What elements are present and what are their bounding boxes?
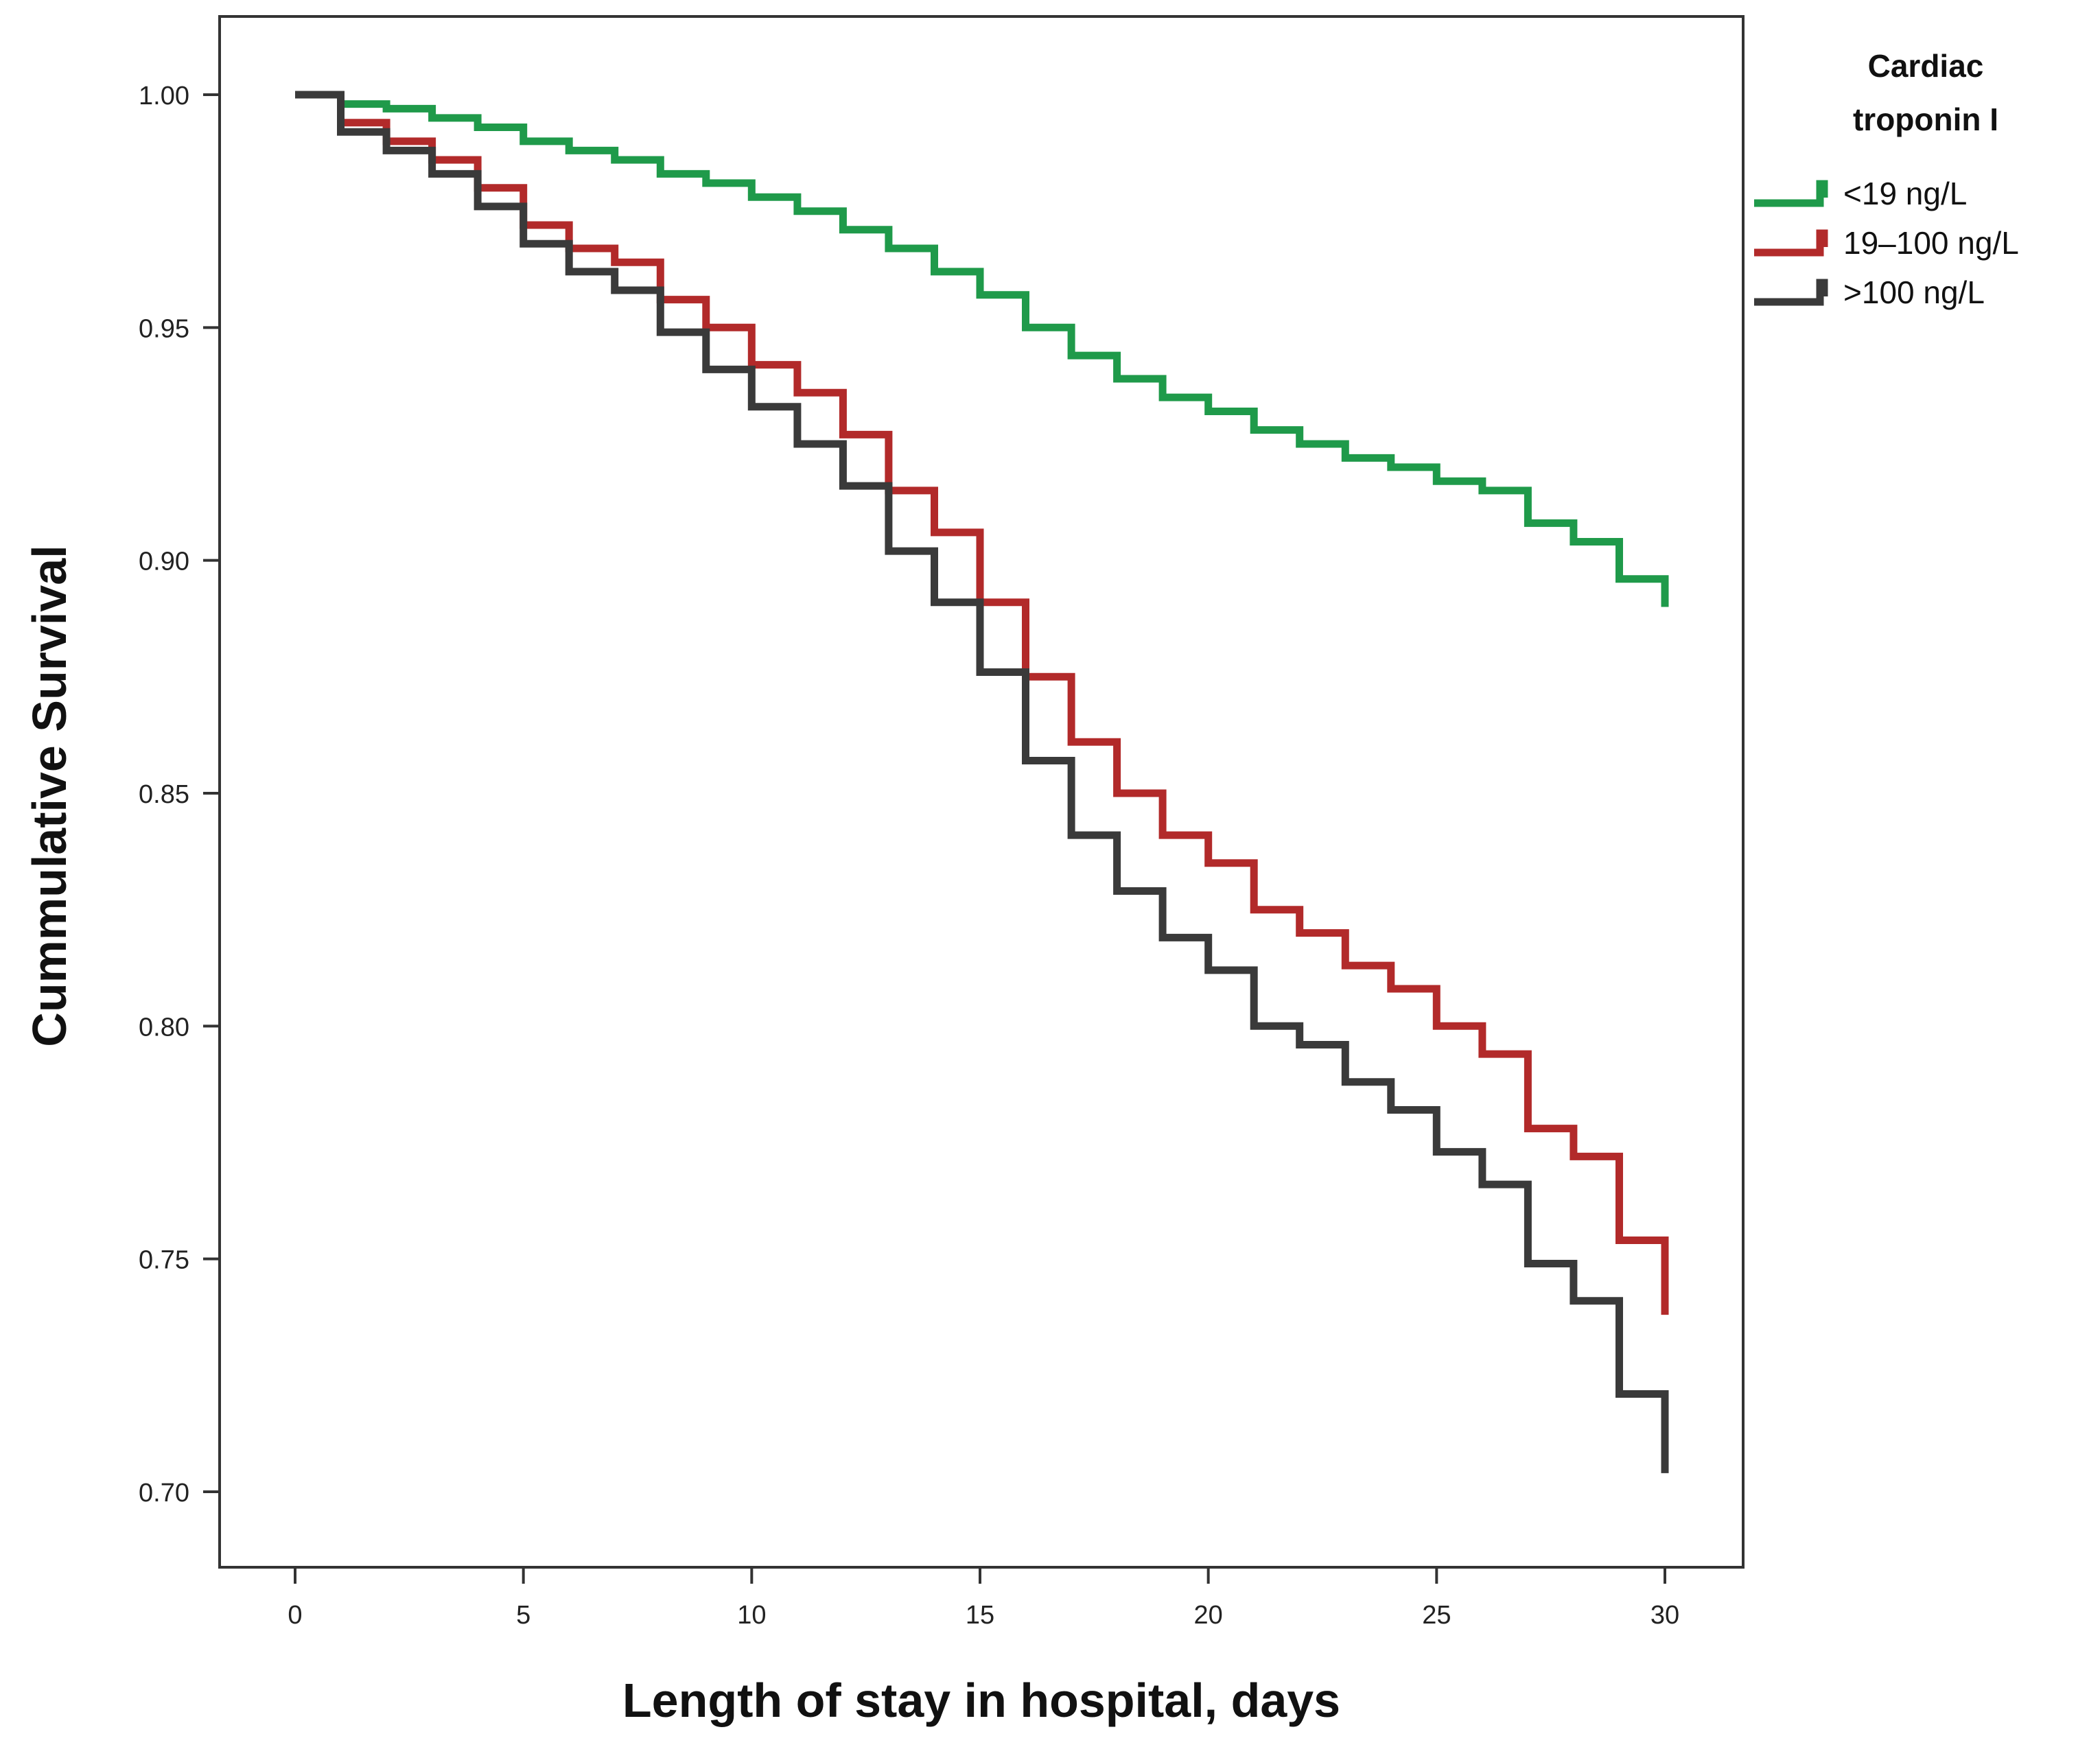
x-tick-label: 5 xyxy=(516,1601,530,1630)
plot-frame xyxy=(218,15,1745,1569)
x-tick-label: 10 xyxy=(737,1601,766,1630)
legend-title-line-1: Cardiac xyxy=(1868,48,1984,84)
y-tick-label: 0.75 xyxy=(139,1246,189,1275)
y-axis-title: Cummulative Survival xyxy=(23,545,76,1046)
series-layer xyxy=(295,91,1669,1473)
x-tick-label: 20 xyxy=(1194,1601,1223,1630)
legend-label: >100 ng/L xyxy=(1843,274,1985,310)
legend-swatch xyxy=(1754,180,1828,207)
x-tick-label: 15 xyxy=(966,1601,994,1630)
x-tick-label: 30 xyxy=(1650,1601,1679,1630)
series-line-1 xyxy=(295,91,1669,607)
y-tick-label: 0.95 xyxy=(139,314,189,343)
legend-swatch xyxy=(1754,279,1828,306)
series-line-3 xyxy=(295,91,1669,1473)
x-axis-title: Length of stay in hospital, days xyxy=(622,1674,1340,1727)
y-tick-label: 0.85 xyxy=(139,780,189,809)
y-tick-label: 1.00 xyxy=(139,82,189,110)
legend-label: 19–100 ng/L xyxy=(1843,225,2019,261)
legend-title-line-2: troponin I xyxy=(1853,102,1998,137)
x-tick-label: 25 xyxy=(1422,1601,1451,1630)
y-axis: 0.70 0.75 0.80 0.85 0.90 0.95 1.00 xyxy=(139,82,220,1508)
legend-swatch xyxy=(1754,229,1828,257)
y-tick-label: 0.80 xyxy=(139,1013,189,1042)
x-axis: 0 5 10 15 20 25 30 xyxy=(288,1567,1679,1630)
x-tick-label: 0 xyxy=(288,1601,302,1630)
legend-label: <19 ng/L xyxy=(1843,176,1967,211)
y-tick-label: 0.90 xyxy=(139,548,189,576)
y-tick-label: 0.70 xyxy=(139,1479,189,1508)
legend-items: <19 ng/L 19–100 ng/L >100 ng/L xyxy=(1754,176,2019,310)
legend: Cardiac troponin I <19 ng/L 19–100 ng/L >1… xyxy=(1754,48,2019,310)
